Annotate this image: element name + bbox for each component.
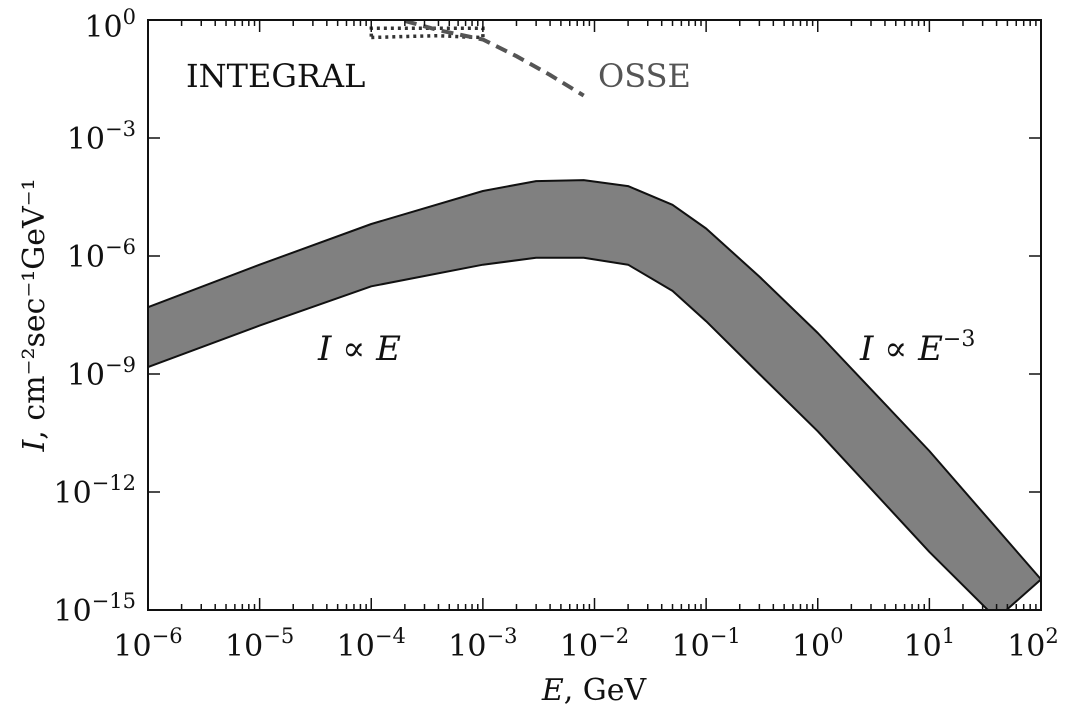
integral-label: INTEGRAL	[186, 57, 365, 95]
x-tick-label: 10−2	[560, 624, 629, 664]
y-tick-label: 100	[84, 5, 136, 45]
y-tick-label: 10−15	[53, 589, 136, 629]
x-axis-label: E, GeV	[541, 673, 648, 708]
annotation-high-energy: I ∝ E−3	[859, 327, 975, 369]
x-tick-label: 10−5	[225, 624, 294, 664]
y-tick-label: 10−6	[67, 235, 136, 275]
series-layer	[369, 18, 585, 98]
annotation-low-energy: I ∝ E	[317, 329, 401, 369]
ticks-layer	[147, 19, 1041, 611]
osse-label: OSSE	[598, 57, 691, 95]
x-tick-labels: 10−6 10−5 10−4 10−3 10−2 10−1 100 101 102	[113, 624, 1058, 664]
x-tick-label: 100	[792, 624, 844, 664]
x-tick-label: 10−6	[113, 624, 182, 664]
x-tick-label: 10−1	[672, 624, 741, 664]
x-tick-label: 101	[904, 624, 956, 664]
series-osse	[404, 18, 585, 98]
y-axis-label: I, cm⁻²sec⁻¹GeV⁻¹	[17, 178, 52, 452]
band-layer	[148, 179, 1041, 610]
x-tick-label: 102	[1007, 624, 1059, 664]
y-tick-label: 10−9	[67, 353, 136, 393]
y-tick-labels: 100 10−3 10−6 10−9 10−12 10−15	[53, 5, 136, 629]
x-tick-label: 10−3	[448, 624, 517, 664]
intensity-band	[148, 179, 1041, 610]
y-tick-label: 10−3	[67, 117, 136, 157]
x-tick-label: 10−4	[337, 624, 406, 664]
y-tick-label: 10−12	[53, 471, 136, 511]
